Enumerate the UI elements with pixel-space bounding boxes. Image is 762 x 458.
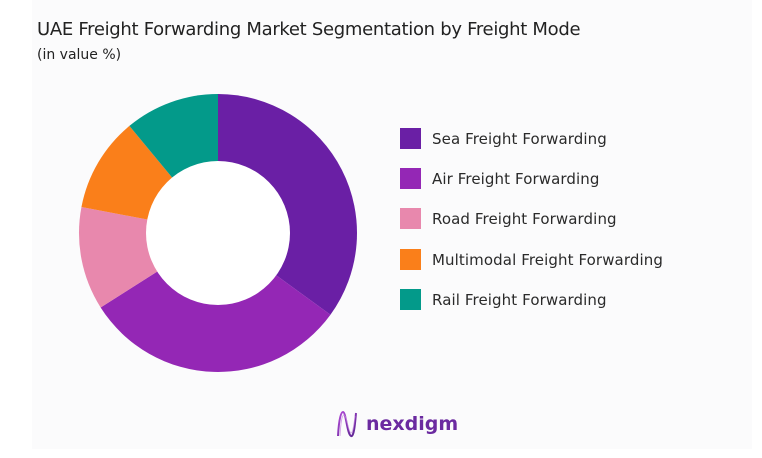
donut-slice-sea: [218, 94, 358, 315]
legend-swatch: [400, 128, 421, 149]
legend-swatch: [400, 249, 421, 270]
legend-item-sea: Sea Freight Forwarding: [400, 128, 607, 149]
legend-item-road: Road Freight Forwarding: [400, 208, 617, 229]
nexdigm-logo: nexdigm: [336, 410, 458, 438]
legend-label: Road Freight Forwarding: [432, 209, 617, 228]
donut-hole: [146, 161, 290, 305]
legend-swatch: [400, 168, 421, 189]
legend-swatch: [400, 289, 421, 310]
legend-label: Sea Freight Forwarding: [432, 129, 607, 148]
logo-text: nexdigm: [366, 413, 459, 435]
legend-item-air: Air Freight Forwarding: [400, 168, 600, 189]
legend-item-multimodal: Multimodal Freight Forwarding: [400, 249, 663, 270]
legend-swatch: [400, 208, 421, 229]
legend-label: Rail Freight Forwarding: [432, 290, 607, 309]
chart-title: UAE Freight Forwarding Market Segmentati…: [37, 19, 581, 40]
chart-subtitle: (in value %): [37, 47, 122, 63]
legend-label: Multimodal Freight Forwarding: [432, 250, 663, 269]
legend-item-rail: Rail Freight Forwarding: [400, 289, 607, 310]
wave-icon: [337, 410, 357, 437]
legend-label: Air Freight Forwarding: [432, 169, 600, 188]
